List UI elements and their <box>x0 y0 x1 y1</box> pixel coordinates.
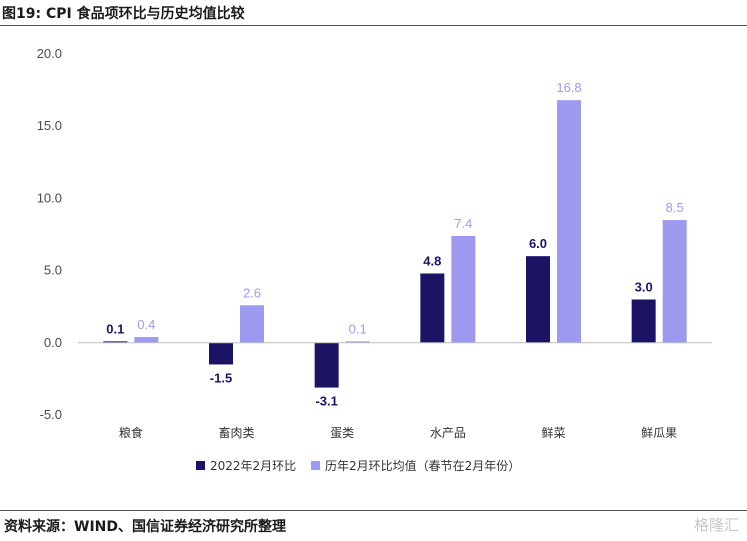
y-tick-label: -5.0 <box>40 407 62 422</box>
y-axis-ticks: 20.0 15.0 10.0 5.0 0.0 -5.0 <box>37 46 62 422</box>
legend-swatch-series2 <box>311 461 320 470</box>
bars <box>103 100 687 388</box>
bar-series1 <box>209 342 233 365</box>
legend-swatch-series1 <box>196 461 205 470</box>
bar-series1 <box>420 273 445 343</box>
bar-series2 <box>134 337 159 343</box>
chart-title: 图19: CPI 食品项环比与历史均值比较 <box>2 6 245 22</box>
data-label: 8.5 <box>666 200 684 215</box>
data-label: -3.1 <box>315 394 337 409</box>
data-label: 0.4 <box>137 317 155 332</box>
bar-series2 <box>345 341 370 343</box>
bar-series1 <box>103 341 128 343</box>
x-category-label: 水产品 <box>430 426 466 440</box>
data-label: -1.5 <box>210 370 232 385</box>
y-tick-label: 5.0 <box>44 263 62 278</box>
bar-series1 <box>631 299 656 343</box>
data-label: 3.0 <box>635 279 653 294</box>
data-label: 0.1 <box>349 321 367 336</box>
y-tick-label: 15.0 <box>37 118 62 133</box>
bar-chart: 20.0 15.0 10.0 5.0 0.0 -5.0 0.1 0.4 -1.5 2.6 -3.1… <box>37 46 712 473</box>
data-label: 7.4 <box>454 216 472 231</box>
data-label: 4.8 <box>423 253 441 268</box>
bar-series2 <box>451 235 476 343</box>
watermark-logo: 格隆汇 <box>693 516 739 534</box>
source-note: 资料来源：WIND、国信证券经济研究所整理 <box>4 519 286 535</box>
source-divider <box>0 510 747 511</box>
x-category-label: 粮食 <box>119 425 143 440</box>
x-axis-categories: 粮食 畜肉类 蛋类 水产品 鲜菜 鲜瓜果 <box>119 425 677 440</box>
legend-label-series2: 历年2月环比均值（春节在2月年份） <box>325 458 520 473</box>
x-category-label: 畜肉类 <box>218 425 254 440</box>
data-label: 2.6 <box>243 285 261 300</box>
data-label: 6.0 <box>529 236 547 251</box>
x-category-label: 蛋类 <box>330 426 354 440</box>
y-tick-label: 0.0 <box>44 335 62 350</box>
data-label: 16.8 <box>556 80 581 95</box>
x-category-label: 鲜瓜果 <box>641 426 677 440</box>
bar-series2 <box>240 305 264 343</box>
bar-series1 <box>526 256 550 343</box>
title-divider <box>0 25 747 26</box>
bar-series2 <box>557 100 581 343</box>
x-category-label: 鲜菜 <box>541 426 565 440</box>
bar-series2 <box>662 220 687 343</box>
data-label: 0.1 <box>106 321 124 336</box>
y-tick-label: 20.0 <box>37 46 62 61</box>
y-tick-label: 10.0 <box>37 190 62 205</box>
data-labels: 0.1 0.4 -1.5 2.6 -3.1 0.1 4.8 7.4 6.0 16.8 3.0 8.5 <box>106 80 683 408</box>
bar-series1 <box>314 342 339 388</box>
legend: 2022年2月环比 历年2月环比均值（春节在2月年份） <box>196 458 520 473</box>
legend-label-series1: 2022年2月环比 <box>210 459 296 473</box>
